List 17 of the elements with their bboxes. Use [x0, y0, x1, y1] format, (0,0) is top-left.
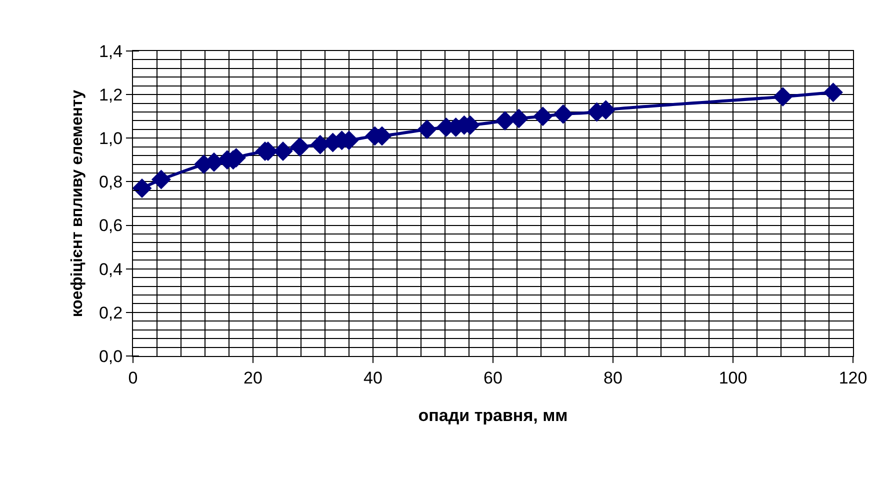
- y-tick-label: 1,4: [98, 42, 123, 61]
- x-tick-label: 20: [244, 368, 262, 388]
- x-tick-label: 40: [364, 368, 382, 388]
- y-tick-label: 1,2: [98, 86, 123, 105]
- y-axis-title: коефіцієнт впливу елементу: [68, 90, 86, 318]
- x-tick-label: 120: [838, 368, 868, 388]
- x-tick-label: 60: [484, 368, 502, 388]
- y-tick-label: 0,8: [98, 172, 123, 192]
- x-tick-label: 0: [128, 368, 138, 388]
- y-tick-label: 0,0: [98, 346, 123, 366]
- y-tick-label: 1,0: [98, 129, 123, 148]
- y-tick-label: 0,4: [98, 260, 123, 279]
- x-tick-label: 100: [718, 368, 748, 388]
- y-tick-label: 0,2: [98, 303, 123, 322]
- x-tick-label: 80: [604, 368, 622, 388]
- y-tick-label: 0,6: [98, 216, 123, 236]
- x-axis-title: опади травня, мм: [418, 406, 568, 425]
